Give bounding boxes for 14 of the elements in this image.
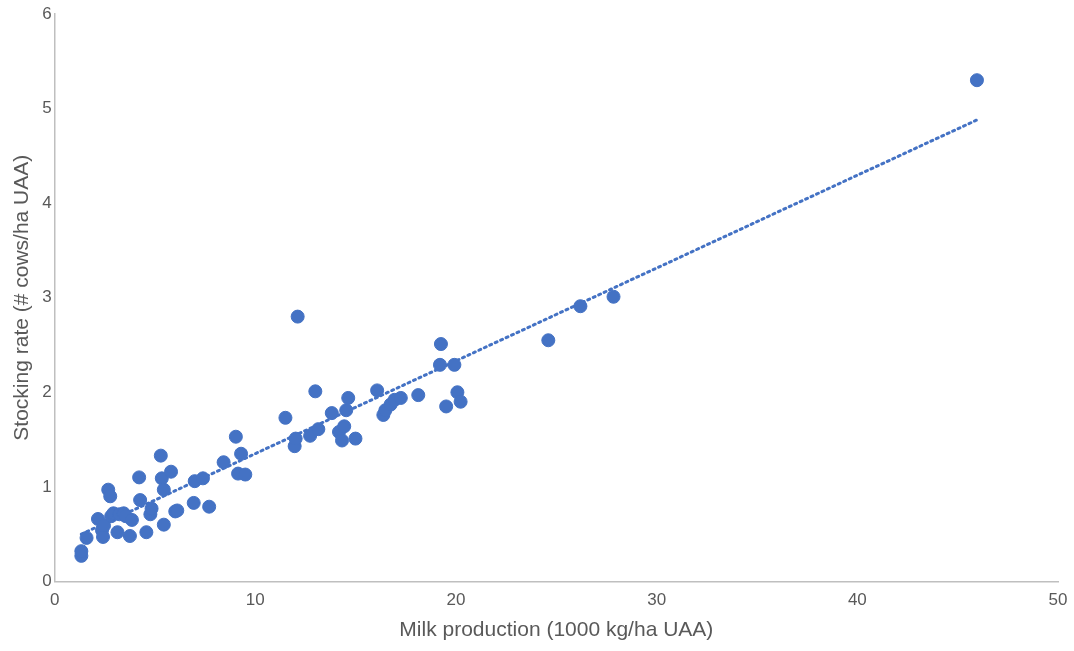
y-axis-title: Stocking rate (# cows/ha UAA): [9, 154, 33, 441]
y-tick-label: 2: [42, 381, 52, 401]
x-tick-label: 20: [446, 590, 466, 610]
x-tick-label: 40: [847, 590, 867, 610]
y-tick-label: 4: [42, 192, 52, 212]
x-tick-label: 10: [245, 590, 265, 610]
y-tick-label: 1: [42, 476, 52, 496]
y-tick-label: 6: [42, 3, 52, 23]
x-axis-title: Milk production (1000 kg/ha UAA): [399, 617, 714, 641]
x-tick-label: 30: [647, 590, 667, 610]
y-tick-label: 0: [42, 571, 52, 591]
y-tick-label: 3: [42, 287, 52, 307]
y-tick-label: 5: [42, 98, 52, 118]
x-tick-label: 50: [1048, 590, 1068, 610]
